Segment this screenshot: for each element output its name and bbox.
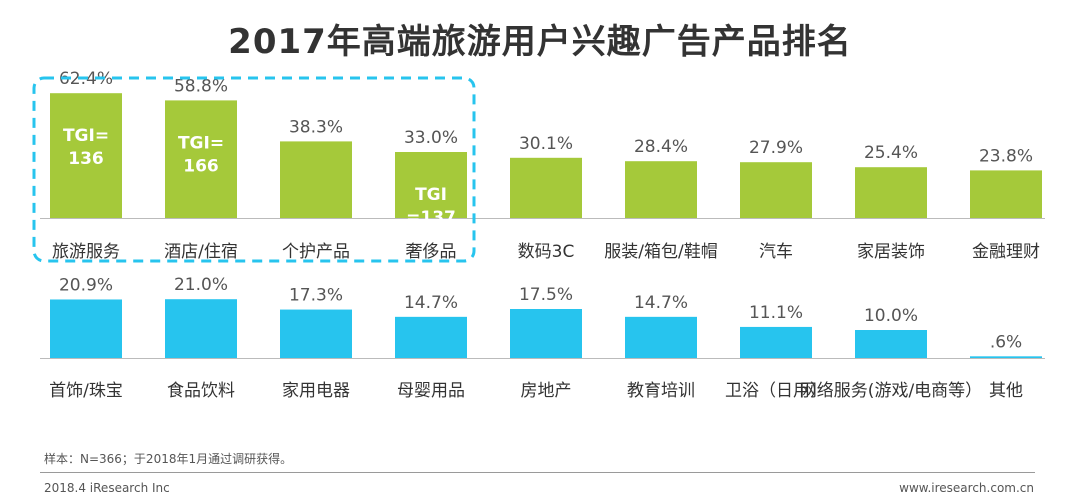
page-title: 2017年高端旅游用户兴趣广告产品排名 [228, 22, 852, 62]
bottom-bar-6 [625, 316, 697, 358]
bottom-value-label-4: 14.7% [404, 293, 458, 313]
top-category-label-8: 家居装饰 [857, 242, 925, 262]
top-bar-4 [395, 152, 467, 218]
tgi-label-1-line-2: 136 [68, 149, 104, 169]
bottom-bar-3 [280, 309, 352, 358]
bottom-value-label-7: 11.1% [749, 303, 803, 323]
bottom-category-label-5: 房地产 [521, 381, 572, 401]
top-category-label-7: 汽车 [759, 242, 793, 262]
bottom-category-label-4: 母婴用品 [397, 381, 465, 401]
top-bar-3 [280, 141, 352, 218]
bottom-bar-5 [510, 309, 582, 358]
bottom-value-label-5: 17.5% [519, 285, 573, 305]
footer-note: 样本：N=366；于2018年1月通过调研获得。 [44, 452, 293, 466]
top-category-label-9: 金融理财 [972, 242, 1040, 262]
footer-website: www.iresearch.com.cn [899, 481, 1034, 495]
top-value-label-3: 38.3% [289, 117, 343, 137]
chart-row-bottom: 20.9% 首饰/珠宝 21.0% 食品饮料 17.3% 家用电器 14.7% 母婴用品 17.… [40, 275, 1045, 401]
top-bar-1 [50, 93, 122, 218]
top-category-label-5: 数码3C [518, 242, 575, 262]
top-category-label-4: 奢侈品 [406, 242, 457, 262]
bottom-category-label-1: 首饰/珠宝 [49, 381, 123, 401]
top-bar-9 [970, 170, 1042, 218]
footer-divider [40, 472, 1035, 473]
top-category-label-1: 旅游服务 [52, 242, 120, 262]
tgi-label-1-line-1: TGI= [63, 126, 109, 146]
tgi-label-2-line-2: 166 [183, 156, 219, 176]
bottom-category-label-8: 网络服务(游戏/电商等） [800, 381, 982, 401]
bottom-value-label-3: 17.3% [289, 286, 343, 306]
chart-row-top: 62.4%旅游服务TGI=13658.8%酒店/住宿TGI=16638.3%个护… [40, 69, 1045, 262]
top-bar-5 [510, 157, 582, 218]
top-category-label-2: 酒店/住宿 [164, 242, 238, 262]
top-value-label-8: 25.4% [864, 143, 918, 163]
tgi-label-2-line-1: TGI= [178, 133, 224, 153]
top-category-label-3: 个护产品 [282, 242, 350, 262]
top-value-label-4: 33.0% [404, 128, 458, 148]
bottom-bar-9 [970, 356, 1042, 358]
bottom-category-label-2: 食品饮料 [167, 381, 235, 401]
bottom-bar-8 [855, 330, 927, 358]
top-value-label-5: 30.1% [519, 134, 573, 154]
top-bar-7 [740, 162, 812, 218]
top-value-label-6: 28.4% [634, 137, 688, 157]
top-bar-8 [855, 167, 927, 218]
tgi-label-4-line-2: =137 [406, 208, 456, 228]
bottom-category-label-3: 家用电器 [282, 381, 350, 401]
bottom-bar-1 [50, 299, 122, 358]
bottom-bar-4 [395, 316, 467, 358]
top-value-label-9: 23.8% [979, 146, 1033, 166]
bottom-bar-7 [740, 326, 812, 358]
bottom-value-label-2: 21.0% [174, 275, 228, 295]
top-value-label-2: 58.8% [174, 76, 228, 96]
bottom-value-label-9: .6% [990, 332, 1022, 352]
bottom-category-label-6: 教育培训 [627, 381, 695, 401]
top-bar-6 [625, 161, 697, 218]
bottom-category-label-7: 卫浴（日用） [725, 381, 827, 401]
bottom-value-label-8: 10.0% [864, 306, 918, 326]
footer-copyright: 2018.4 iResearch Inc [44, 481, 170, 495]
bottom-value-label-1: 20.9% [59, 275, 113, 295]
bottom-value-label-6: 14.7% [634, 293, 688, 313]
bottom-category-label-9: 其他 [989, 381, 1023, 401]
top-bar-2 [165, 100, 237, 218]
highlight-box [32, 76, 476, 263]
top-value-label-7: 27.9% [749, 138, 803, 158]
tgi-label-4-line-1: TGI [415, 185, 447, 205]
top-category-label-6: 服装/箱包/鞋帽 [604, 242, 717, 262]
bottom-bar-2 [165, 299, 237, 358]
